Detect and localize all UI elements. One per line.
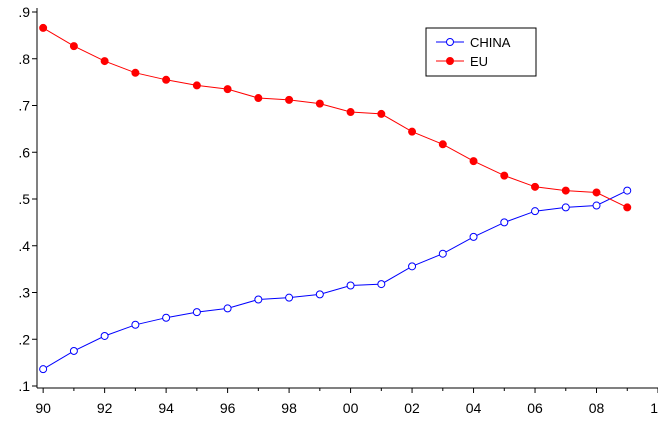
x-tick-label: 92 <box>97 400 113 416</box>
data-point-eu <box>285 95 294 104</box>
data-point-eu <box>531 182 540 191</box>
y-tick-label: .3 <box>18 285 30 301</box>
data-point-eu <box>131 68 140 77</box>
data-point-china <box>561 203 570 212</box>
x-tick-label: 00 <box>343 400 359 416</box>
y-tick-label: .7 <box>18 98 30 114</box>
y-tick-label: .4 <box>18 238 30 254</box>
data-point-eu <box>500 171 509 180</box>
data-point-china <box>39 365 48 374</box>
data-point-china <box>285 293 294 302</box>
y-tick-label: .9 <box>18 4 30 20</box>
plot-frame <box>36 8 658 389</box>
x-tick-label: 06 <box>527 400 543 416</box>
series-eu <box>39 23 632 212</box>
x-tick-label: 94 <box>158 400 174 416</box>
data-point-eu <box>69 42 78 51</box>
series-line-eu <box>42 27 628 208</box>
x-tick-label: 02 <box>404 400 420 416</box>
x-axis-ticks: 90 92 94 96 98 00 02 04 06 08 10 <box>35 388 658 416</box>
data-point-china <box>623 186 632 195</box>
data-point-eu <box>254 94 263 103</box>
data-point-eu <box>377 109 386 118</box>
y-tick-label: .8 <box>18 51 30 67</box>
data-point-china <box>377 280 386 289</box>
data-point-eu <box>100 57 109 66</box>
data-point-eu <box>39 23 48 32</box>
data-point-china <box>438 249 447 258</box>
legend-eu-label: EU <box>470 54 488 69</box>
data-point-china <box>69 346 78 355</box>
data-point-china <box>131 320 140 329</box>
series-china <box>39 186 632 374</box>
data-point-china <box>469 232 478 241</box>
data-point-eu <box>315 99 324 108</box>
x-tick-label: 08 <box>589 400 605 416</box>
x-tick-label: 98 <box>281 400 297 416</box>
data-point-china <box>162 313 171 322</box>
legend-china-marker <box>446 38 454 46</box>
data-point-eu <box>346 108 355 117</box>
data-point-china <box>223 304 232 313</box>
x-tick-label: 04 <box>466 400 482 416</box>
data-point-china <box>254 295 263 304</box>
y-tick-label: .6 <box>18 144 30 160</box>
data-point-china <box>100 331 109 340</box>
data-point-china <box>192 308 201 317</box>
data-point-china <box>408 262 417 271</box>
data-point-eu <box>561 186 570 195</box>
x-tick-label: 10 <box>650 400 658 416</box>
y-tick-label: .1 <box>18 378 30 394</box>
data-point-eu <box>623 203 632 212</box>
y-axis-ticks: .1 .2 .3 .4 .5 .6 .7 .8 .9 <box>18 4 37 394</box>
x-tick-label: 90 <box>35 400 51 416</box>
data-point-eu <box>438 140 447 149</box>
legend-china-label: CHINA <box>470 35 511 50</box>
data-point-eu <box>162 75 171 84</box>
series-layer <box>39 23 632 374</box>
data-point-china <box>592 201 601 210</box>
data-point-eu <box>408 127 417 136</box>
data-point-china <box>346 281 355 290</box>
data-point-china <box>500 218 509 227</box>
data-point-eu <box>192 81 201 90</box>
series-line-china <box>42 190 628 370</box>
data-point-china <box>315 290 324 299</box>
legend: CHINA EU <box>425 27 537 77</box>
y-tick-label: .5 <box>18 191 30 207</box>
data-point-eu <box>469 157 478 166</box>
data-point-china <box>531 207 540 216</box>
legend-eu-marker <box>446 57 454 65</box>
data-point-eu <box>223 85 232 94</box>
y-tick-label: .2 <box>18 331 30 347</box>
legend-box <box>425 27 537 77</box>
x-tick-label: 96 <box>220 400 236 416</box>
data-point-eu <box>592 188 601 197</box>
